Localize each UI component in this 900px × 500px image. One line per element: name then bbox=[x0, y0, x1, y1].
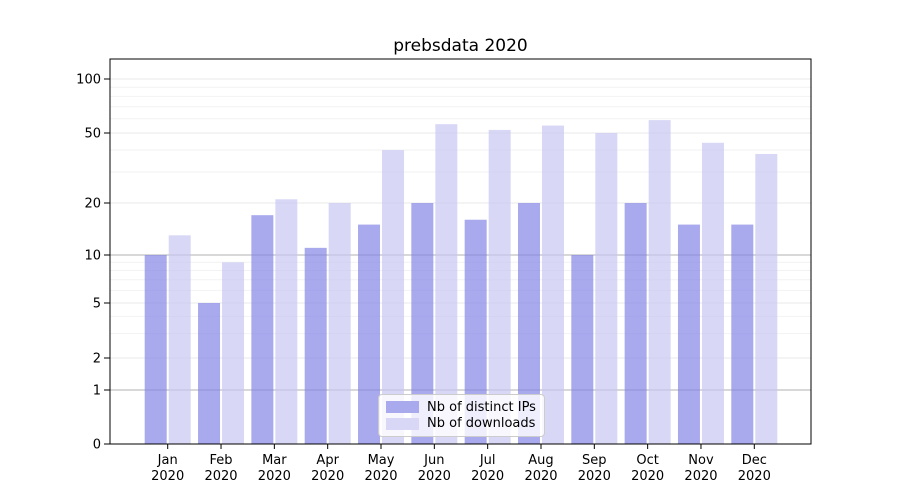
bar-nb-of-downloads-jul bbox=[488, 129, 511, 444]
x-tick-label-year: 2020 bbox=[524, 469, 557, 484]
bar-nb-of-distinct-ips-dec bbox=[731, 224, 754, 444]
x-tick-label-year: 2020 bbox=[204, 469, 237, 484]
y-tick-label: 2 bbox=[93, 352, 101, 367]
x-tick-label-year: 2020 bbox=[684, 469, 717, 484]
legend-swatch-distinct-ips bbox=[386, 401, 419, 414]
x-tick-label-year: 2020 bbox=[418, 469, 451, 484]
bar-nb-of-distinct-ips-nov bbox=[677, 224, 700, 444]
bar-nb-of-distinct-ips-feb bbox=[198, 303, 221, 444]
chart-title: prebsdata 2020 bbox=[393, 36, 528, 56]
x-tick-label-month: Apr bbox=[316, 453, 339, 468]
x-tick-label-year: 2020 bbox=[258, 469, 291, 484]
y-tick-label: 20 bbox=[84, 197, 101, 212]
y-tick-label: 1 bbox=[93, 384, 101, 399]
bar-nb-of-downloads-apr bbox=[328, 203, 351, 444]
x-tick-label-month: Oct bbox=[636, 453, 658, 468]
x-tick-label-month: Mar bbox=[262, 453, 287, 468]
bar-nb-of-distinct-ips-jun bbox=[411, 203, 434, 444]
y-tick-label: 10 bbox=[84, 249, 101, 264]
x-tick-label-year: 2020 bbox=[364, 469, 397, 484]
bar-nb-of-distinct-ips-oct bbox=[624, 203, 647, 444]
x-tick-label-month: May bbox=[368, 453, 395, 468]
x-tick-label-month: Sep bbox=[582, 453, 607, 468]
legend-swatch-downloads bbox=[386, 417, 419, 430]
bar-nb-of-distinct-ips-aug bbox=[517, 203, 540, 444]
bar-nb-of-downloads-aug bbox=[541, 125, 564, 445]
bar-nb-of-distinct-ips-mar bbox=[251, 215, 274, 444]
bar-nb-of-downloads-oct bbox=[648, 120, 671, 445]
bar-nb-of-downloads-mar bbox=[275, 199, 298, 444]
x-tick-label-month: Jan bbox=[157, 453, 178, 468]
bar-nb-of-downloads-feb bbox=[222, 262, 245, 444]
x-tick-label-month: Jun bbox=[423, 453, 444, 468]
bar-nb-of-downloads-dec bbox=[755, 153, 778, 445]
legend-item-downloads: Nb of downloads bbox=[386, 416, 538, 433]
x-tick-label-year: 2020 bbox=[471, 469, 504, 484]
bar-nb-of-distinct-ips-may bbox=[358, 224, 381, 444]
x-tick-label-month: Jul bbox=[479, 453, 496, 468]
bar-nb-of-distinct-ips-apr bbox=[304, 247, 327, 444]
x-tick-label-year: 2020 bbox=[578, 469, 611, 484]
legend-label-distinct-ips: Nb of distinct IPs bbox=[427, 399, 536, 415]
x-tick-label-month: Dec bbox=[742, 453, 767, 468]
bar-nb-of-distinct-ips-jan bbox=[144, 255, 167, 444]
bar-nb-of-downloads-may bbox=[382, 150, 405, 444]
bar-nb-of-distinct-ips-jul bbox=[464, 219, 487, 444]
x-tick-label-month: Nov bbox=[688, 453, 714, 468]
y-tick-label: 5 bbox=[93, 297, 101, 312]
bar-nb-of-downloads-jan bbox=[168, 235, 191, 444]
legend: Nb of distinct IPs Nb of downloads bbox=[378, 394, 545, 437]
bar-nb-of-downloads-sep bbox=[595, 133, 618, 444]
x-tick-label-year: 2020 bbox=[151, 469, 184, 484]
x-tick-label-year: 2020 bbox=[631, 469, 664, 484]
legend-item-distinct-ips: Nb of distinct IPs bbox=[386, 399, 538, 416]
y-tick-label: 50 bbox=[84, 127, 101, 142]
y-tick-label: 100 bbox=[76, 73, 101, 88]
bar-nb-of-downloads-jun bbox=[435, 124, 458, 444]
bar-nb-of-distinct-ips-sep bbox=[571, 255, 594, 444]
x-tick-label-year: 2020 bbox=[738, 469, 771, 484]
bar-nb-of-downloads-nov bbox=[701, 142, 724, 445]
x-tick-label-month: Feb bbox=[210, 453, 233, 468]
plot-border bbox=[109, 58, 812, 445]
x-tick-label-month: Aug bbox=[528, 453, 553, 468]
x-tick-label-year: 2020 bbox=[311, 469, 344, 484]
y-tick-label: 0 bbox=[93, 438, 101, 453]
legend-label-downloads: Nb of downloads bbox=[427, 416, 536, 432]
